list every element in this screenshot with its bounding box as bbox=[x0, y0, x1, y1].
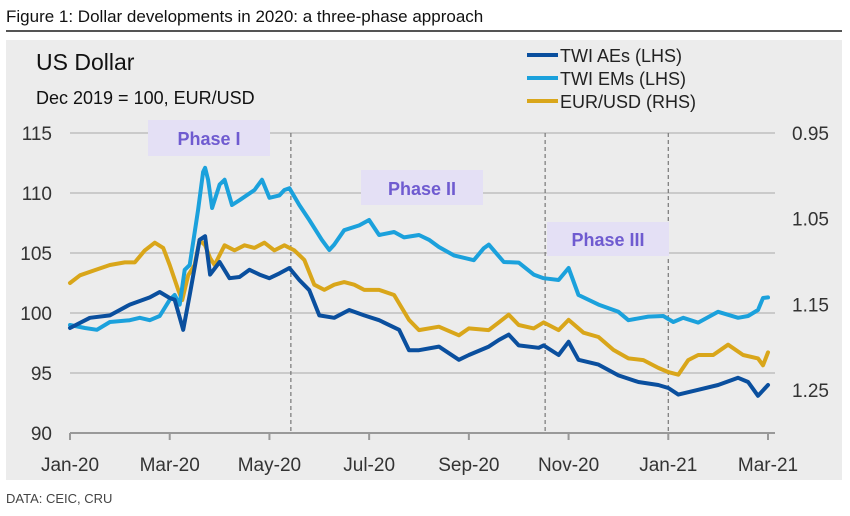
x-tick-label: Jan-21 bbox=[639, 455, 697, 476]
phase-2-box bbox=[361, 170, 483, 205]
y-right-tick-label: 0.95 bbox=[792, 124, 829, 145]
y-right-tick-label: 1.05 bbox=[792, 210, 829, 231]
phase-3-box bbox=[547, 222, 669, 256]
chart-background bbox=[6, 40, 842, 480]
y-left-tick-label: 115 bbox=[22, 124, 52, 145]
legend: TWI AEs (LHS) TWI EMs (LHS) EUR/USD (RHS… bbox=[527, 46, 696, 112]
x-tick-label: Jul-20 bbox=[343, 455, 395, 476]
legend-label-eurusd: EUR/USD (RHS) bbox=[560, 92, 696, 112]
y-left-tick-label: 90 bbox=[31, 424, 52, 445]
chart-subtitle: Dec 2019 = 100, EUR/USD bbox=[36, 88, 255, 108]
phase-2-label: Phase II bbox=[388, 179, 456, 199]
axes: 90 95 100 105 110 115 0.95 1.05 1.15 1.25 Jan-20 Ma… bbox=[20, 124, 829, 476]
legend-label-twi-aes: TWI AEs (LHS) bbox=[560, 46, 682, 66]
y-left-tick-label: 100 bbox=[20, 304, 52, 325]
chart-title: US Dollar bbox=[36, 49, 135, 75]
x-tick-label: Jan-20 bbox=[41, 455, 99, 476]
phase-3-label: Phase III bbox=[571, 230, 644, 250]
x-tick-label: Mar-21 bbox=[738, 455, 798, 476]
phase-1-box bbox=[148, 120, 270, 156]
source-note: DATA: CEIC, CRU bbox=[6, 491, 112, 506]
x-tick-label: Mar-20 bbox=[140, 455, 200, 476]
y-right-tick-label: 1.25 bbox=[792, 381, 829, 402]
series-lines bbox=[68, 165, 770, 398]
y-left-tick-label: 105 bbox=[20, 244, 52, 265]
y-right-tick-label: 1.15 bbox=[792, 295, 829, 316]
x-tick-label: Nov-20 bbox=[538, 455, 599, 476]
series-line-twi-ems bbox=[68, 165, 770, 332]
phase-1-label: Phase I bbox=[177, 129, 240, 149]
x-tick-label: May-20 bbox=[238, 455, 301, 476]
series-line-twi-aes bbox=[68, 234, 770, 398]
legend-label-twi-ems: TWI EMs (LHS) bbox=[560, 69, 686, 89]
figure-title: Figure 1: Dollar developments in 2020: a… bbox=[6, 7, 483, 26]
phase-annotations: Phase I Phase II Phase III bbox=[148, 120, 669, 256]
x-tick-label: Sep-20 bbox=[438, 455, 499, 476]
y-left-tick-label: 110 bbox=[22, 184, 52, 205]
y-left-tick-label: 95 bbox=[31, 364, 52, 385]
phase-dividers bbox=[290, 133, 669, 433]
